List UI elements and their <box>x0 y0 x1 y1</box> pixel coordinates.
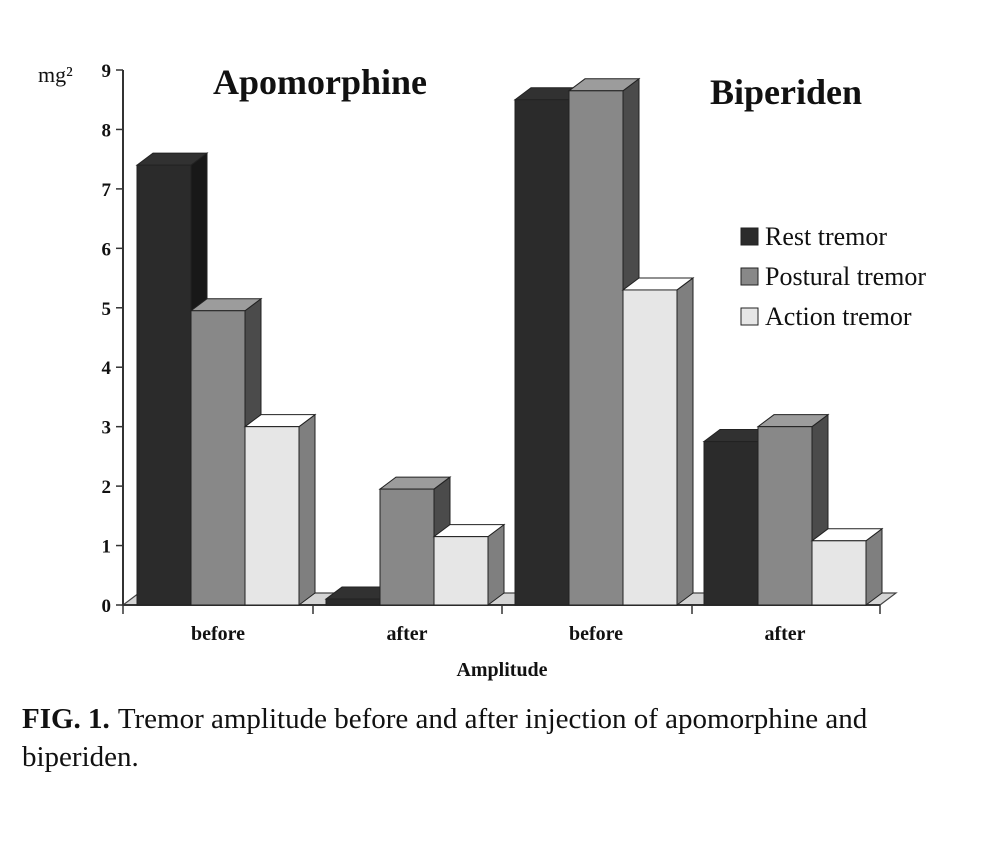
y-unit-label: mg² <box>38 62 73 87</box>
x-category-label: after <box>764 623 805 645</box>
bar-front-face <box>325 598 381 606</box>
x-category-labels: before after before after <box>191 623 806 645</box>
bars-layer <box>135 77 884 606</box>
tremor-bar-chart: 0 1 2 3 4 5 6 7 8 9 mg² before after before after Am… <box>38 61 926 681</box>
figure-caption-label: FIG. 1. <box>22 703 110 735</box>
figure-caption: FIG. 1. Tremor amplitude before and after… <box>22 700 982 776</box>
bar-side-face <box>487 523 505 606</box>
x-category-label: before <box>569 623 623 645</box>
legend-item: Action tremor <box>740 302 912 331</box>
bar <box>189 297 263 606</box>
legend-swatch <box>740 227 759 246</box>
bar-front-face <box>136 164 192 606</box>
bar-front-face <box>244 426 300 606</box>
bar <box>243 413 317 606</box>
legend-swatch <box>740 307 759 326</box>
legend-label: Action tremor <box>765 302 912 331</box>
bar-front-face <box>379 488 435 606</box>
bar <box>756 413 830 606</box>
legend-item: Rest tremor <box>740 222 887 251</box>
bar-front-face <box>703 441 759 606</box>
legend-item: Postural tremor <box>740 262 926 291</box>
bar-front-face <box>811 540 867 606</box>
bar-front-face <box>514 99 570 606</box>
y-tick-labels: 0 1 2 3 4 5 6 7 8 9 <box>102 61 123 617</box>
group-title-apomorphine: Apomorphine <box>213 62 427 102</box>
y-tick-label: 5 <box>102 299 112 320</box>
y-tick-label: 4 <box>102 358 112 379</box>
x-category-label: after <box>386 623 427 645</box>
y-tick-label: 7 <box>102 180 112 201</box>
legend-label: Rest tremor <box>765 222 887 251</box>
bar-front-face <box>433 536 489 606</box>
bar-front-face <box>757 426 813 606</box>
y-tick-label: 6 <box>102 239 112 260</box>
y-tick-label: 3 <box>102 418 112 439</box>
figure-caption-text: Tremor amplitude before and after inject… <box>22 703 868 773</box>
y-tick-label: 0 <box>102 596 112 617</box>
y-tick-label: 1 <box>102 537 112 558</box>
bar-side-face <box>865 527 883 606</box>
legend: Rest tremor Postural tremor Action tremor <box>740 222 926 331</box>
x-axis-label: Amplitude <box>456 659 547 681</box>
bar-front-face <box>622 289 678 606</box>
y-tick-label: 9 <box>102 61 112 82</box>
bar-side-face <box>676 276 694 606</box>
legend-label: Postural tremor <box>765 262 926 291</box>
bar-front-face <box>568 90 624 606</box>
legend-swatch <box>740 267 759 286</box>
bar <box>810 527 884 606</box>
bar-front-face <box>190 310 246 606</box>
group-title-biperiden: Biperiden <box>710 72 862 112</box>
y-tick-label: 2 <box>102 477 112 498</box>
bar <box>621 276 695 606</box>
x-category-label: before <box>191 623 245 645</box>
y-tick-label: 8 <box>102 120 112 141</box>
bar <box>432 523 506 606</box>
bar-side-face <box>298 413 316 606</box>
